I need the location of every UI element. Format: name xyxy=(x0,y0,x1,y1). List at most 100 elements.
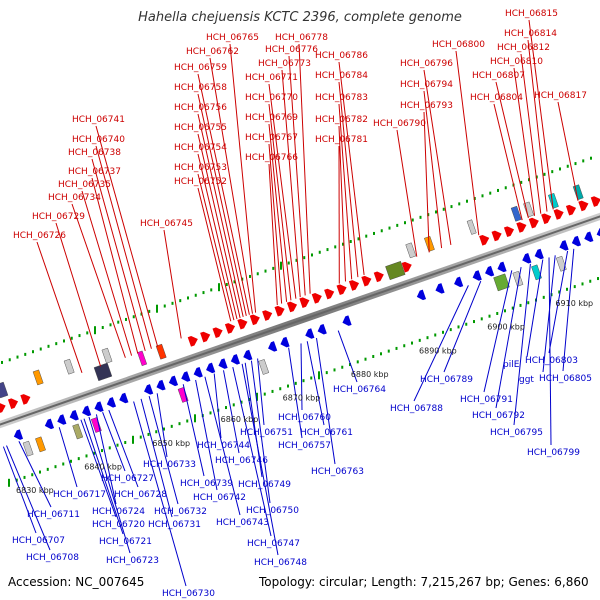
reverse-gene-arrow xyxy=(596,227,600,238)
gene-leader-line xyxy=(244,362,263,478)
tick-mark-lower xyxy=(15,478,18,482)
tick-mark-lower xyxy=(39,470,42,474)
tick-mark-upper xyxy=(310,253,313,257)
tick-mark-lower xyxy=(449,328,452,332)
reverse-gene-arrow xyxy=(317,323,327,335)
kbp-tick-label: 6910 kbp xyxy=(555,299,593,308)
reverse-gene-arrow xyxy=(497,261,507,273)
gene-leader-line xyxy=(316,337,336,465)
tick-mark-lower xyxy=(124,440,127,444)
tick-mark-lower xyxy=(387,349,390,353)
tick-mark-upper xyxy=(248,274,251,278)
tick-mark-lower xyxy=(240,400,243,404)
feature-block xyxy=(493,273,510,292)
gene-leader-line xyxy=(455,50,480,236)
tick-mark-lower xyxy=(225,406,228,410)
reverse-gene-arrow xyxy=(106,397,117,408)
tick-mark-upper xyxy=(202,291,205,295)
gene-leader-line xyxy=(232,366,272,537)
gene-label: HCH_06794 xyxy=(400,80,453,90)
gene-leader-line xyxy=(229,43,257,313)
feature-block xyxy=(35,436,46,453)
gene-label: HCH_06790 xyxy=(373,119,426,129)
kbp-tick-label: 6890 kbp xyxy=(419,346,457,355)
tick-mark-lower xyxy=(597,277,600,281)
gene-label: HCH_06776 xyxy=(265,45,318,55)
tick-mark-upper xyxy=(403,221,406,225)
reverse-gene-arrow xyxy=(485,265,495,277)
tick-mark-upper xyxy=(349,240,352,244)
tick-mark-lower xyxy=(263,392,266,396)
reverse-gene-arrow xyxy=(584,231,594,243)
tick-mark-lower xyxy=(46,467,49,471)
tick-mark-upper xyxy=(566,164,569,168)
forward-gene-arrow xyxy=(324,288,335,300)
tick-mark-lower xyxy=(23,475,26,479)
reverse-gene-arrow xyxy=(144,384,154,395)
forward-gene-arrow xyxy=(224,323,236,334)
tick-mark-lower xyxy=(318,371,321,380)
gene-leader-line xyxy=(396,129,418,257)
tick-mark-lower xyxy=(426,336,429,340)
gene-leader-line xyxy=(338,103,353,280)
gene-leader-line xyxy=(542,255,556,373)
forward-gene-arrow xyxy=(348,280,360,291)
tick-mark-lower xyxy=(496,311,499,315)
gene-label: HCH_06746 xyxy=(215,456,268,466)
tick-mark-lower xyxy=(287,384,290,388)
tick-mark-upper xyxy=(264,269,267,273)
gene-leader-line xyxy=(268,123,288,302)
tick-mark-upper xyxy=(551,170,554,174)
reverse-gene-arrow xyxy=(454,276,464,288)
feature-block xyxy=(93,362,113,382)
gene-leader-line xyxy=(55,222,102,367)
tick-mark-lower xyxy=(566,287,569,291)
gene-leader-line xyxy=(95,414,117,505)
tick-mark-lower xyxy=(77,457,80,461)
forward-gene-arrow xyxy=(401,261,412,273)
gene-label: HCH_06815 xyxy=(505,9,558,19)
gene-leader-line xyxy=(298,43,311,294)
feature-block xyxy=(90,417,102,433)
tick-mark-lower xyxy=(54,465,57,469)
gene-leader-line xyxy=(197,153,238,320)
feature-block xyxy=(523,201,534,218)
gene-leader-line xyxy=(140,398,173,518)
tick-mark-upper xyxy=(148,309,151,313)
forward-gene-arrow xyxy=(286,301,298,313)
tick-mark-lower xyxy=(93,451,96,455)
gene-label: HCH_06747 xyxy=(247,539,300,549)
gene-label: HCH_06773 xyxy=(258,59,311,69)
tick-mark-upper xyxy=(93,326,96,335)
tick-mark-lower xyxy=(325,371,328,375)
tick-mark-lower xyxy=(85,454,88,458)
gene-label: HCH_06741 xyxy=(72,115,125,125)
accession-text: Accession: NC_007645 xyxy=(8,575,145,589)
tick-mark-upper xyxy=(272,266,275,270)
gene-leader-line xyxy=(95,145,152,349)
gene-label: HCH_06757 xyxy=(278,441,331,451)
gene-leader-line xyxy=(197,133,241,319)
gene-label: HCH_06726 xyxy=(13,231,66,241)
tick-mark-upper xyxy=(31,350,34,354)
reverse-gene-arrow xyxy=(156,379,166,391)
feature-block xyxy=(63,358,75,375)
tick-mark-lower xyxy=(372,354,375,358)
tick-mark-upper xyxy=(589,156,592,160)
gene-leader-line xyxy=(288,55,306,296)
gene-label: HCH_06724 xyxy=(92,507,145,517)
gene-leader-line xyxy=(58,427,78,488)
tick-mark-lower xyxy=(380,352,383,356)
tick-mark-upper xyxy=(411,218,414,222)
gene-leader-line xyxy=(133,401,187,587)
feature-block xyxy=(405,242,417,259)
tick-mark-upper xyxy=(225,283,228,287)
gene-label: HCH_06771 xyxy=(245,73,298,83)
gene-leader-line xyxy=(95,125,159,347)
feature-block xyxy=(510,205,522,222)
tick-mark-lower xyxy=(279,387,282,391)
tick-mark-upper xyxy=(334,245,337,249)
gene-leader-line xyxy=(209,57,253,314)
page-title: Hahella chejuensis KCTC 2396, complete g… xyxy=(138,10,462,25)
gene-leader-line xyxy=(163,229,182,339)
